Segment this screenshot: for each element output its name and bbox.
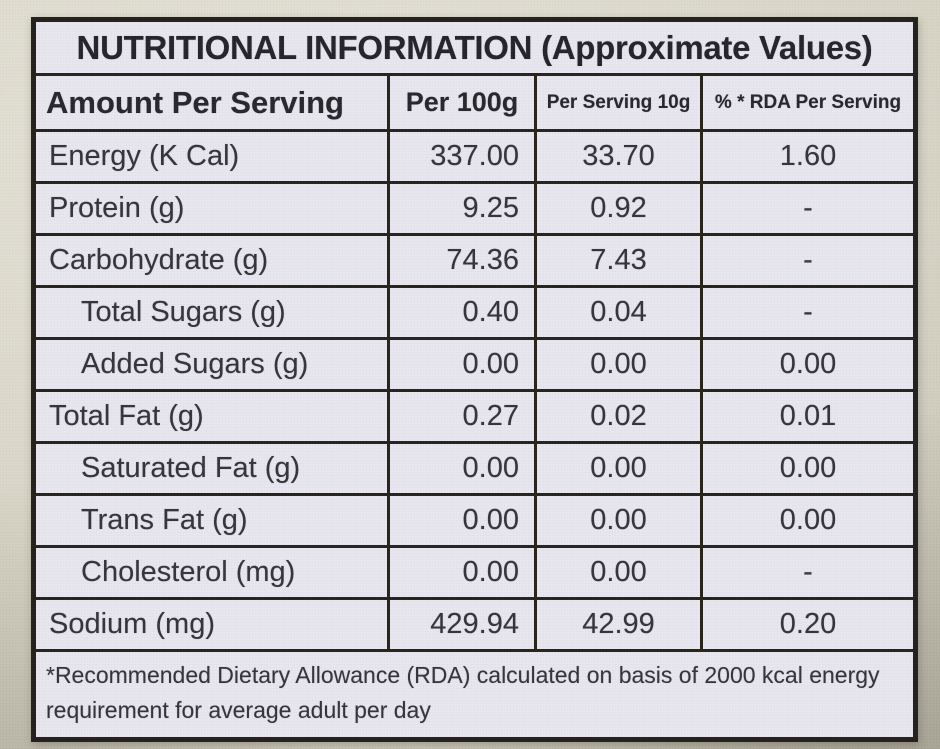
col-header-rda-per-serving: % * RDA Per Serving — [699, 73, 918, 132]
value-per-serving: 0.92 — [534, 181, 703, 236]
row-label: Carbohydrate (g) — [32, 233, 390, 288]
value-per-serving: 0.00 — [534, 545, 703, 600]
value-rda: - — [699, 181, 918, 236]
rda-footnote: *Recommended Dietary Allowance (RDA) cal… — [31, 649, 918, 741]
value-rda: 0.00 — [699, 337, 918, 392]
row-label: Trans Fat (g) — [32, 493, 390, 548]
row-label: Saturated Fat (g) — [32, 441, 390, 496]
table-title: NUTRITIONAL INFORMATION (Approximate Val… — [31, 18, 918, 76]
value-rda: 0.00 — [699, 441, 918, 496]
col-header-per-100g: Per 100g — [387, 73, 537, 132]
row-label: Sodium (mg) — [32, 597, 390, 652]
row-total-sugars: Total Sugars (g) 0.40 0.04 - — [32, 285, 918, 340]
row-label: Total Fat (g) — [32, 389, 390, 444]
value-per-serving: 7.43 — [534, 233, 703, 288]
row-protein: Protein (g) 9.25 0.92 - — [32, 181, 918, 236]
value-per-100g: 429.94 — [387, 597, 537, 652]
value-rda: - — [699, 545, 918, 600]
value-rda: 0.20 — [699, 597, 918, 652]
value-per-serving: 0.04 — [534, 285, 703, 340]
value-rda: 0.00 — [699, 493, 918, 548]
row-added-sugars: Added Sugars (g) 0.00 0.00 0.00 — [32, 337, 918, 392]
value-per-serving: 42.99 — [534, 597, 703, 652]
row-label: Added Sugars (g) — [32, 337, 390, 392]
value-rda: 0.01 — [699, 389, 918, 444]
value-per-100g: 337.00 — [387, 129, 537, 184]
nutrition-facts-table: NUTRITIONAL INFORMATION (Approximate Val… — [31, 17, 919, 742]
value-per-serving: 0.00 — [534, 493, 703, 548]
row-total-fat: Total Fat (g) 0.27 0.02 0.01 — [32, 389, 918, 444]
row-carbohydrate: Carbohydrate (g) 74.36 7.43 - — [32, 233, 918, 288]
value-per-100g: 0.00 — [387, 337, 537, 392]
row-cholesterol: Cholesterol (mg) 0.00 0.00 - — [32, 545, 918, 600]
row-label: Total Sugars (g) — [32, 285, 390, 340]
value-per-100g: 9.25 — [387, 181, 537, 236]
row-energy: Energy (K Cal) 337.00 33.70 1.60 — [32, 129, 918, 184]
col-header-per-serving-10g: Per Serving 10g — [534, 73, 703, 132]
row-label: Protein (g) — [32, 181, 390, 236]
value-rda: - — [699, 285, 918, 340]
footnote-row: *Recommended Dietary Allowance (RDA) cal… — [31, 649, 918, 741]
value-per-serving: 0.00 — [534, 441, 703, 496]
value-rda: 1.60 — [699, 129, 918, 184]
row-trans-fat: Trans Fat (g) 0.00 0.00 0.00 — [32, 493, 918, 548]
col-header-amount-per-serving: Amount Per Serving — [32, 73, 390, 132]
value-per-100g: 0.00 — [387, 493, 537, 548]
value-per-100g: 74.36 — [387, 233, 537, 288]
value-per-serving: 0.00 — [534, 337, 703, 392]
row-sodium: Sodium (mg) 429.94 42.99 0.20 — [32, 597, 918, 652]
row-label: Cholesterol (mg) — [32, 545, 390, 600]
row-label: Energy (K Cal) — [32, 129, 390, 184]
value-rda: - — [699, 233, 918, 288]
value-per-serving: 33.70 — [534, 129, 703, 184]
row-saturated-fat: Saturated Fat (g) 0.00 0.00 0.00 — [32, 441, 918, 496]
value-per-100g: 0.40 — [387, 285, 537, 340]
column-header-row: Amount Per Serving Per 100g Per Serving … — [32, 73, 918, 132]
value-per-100g: 0.00 — [387, 441, 537, 496]
table-title-row: NUTRITIONAL INFORMATION (Approximate Val… — [31, 18, 918, 76]
value-per-serving: 0.02 — [534, 389, 703, 444]
value-per-100g: 0.27 — [387, 389, 537, 444]
value-per-100g: 0.00 — [387, 545, 537, 600]
